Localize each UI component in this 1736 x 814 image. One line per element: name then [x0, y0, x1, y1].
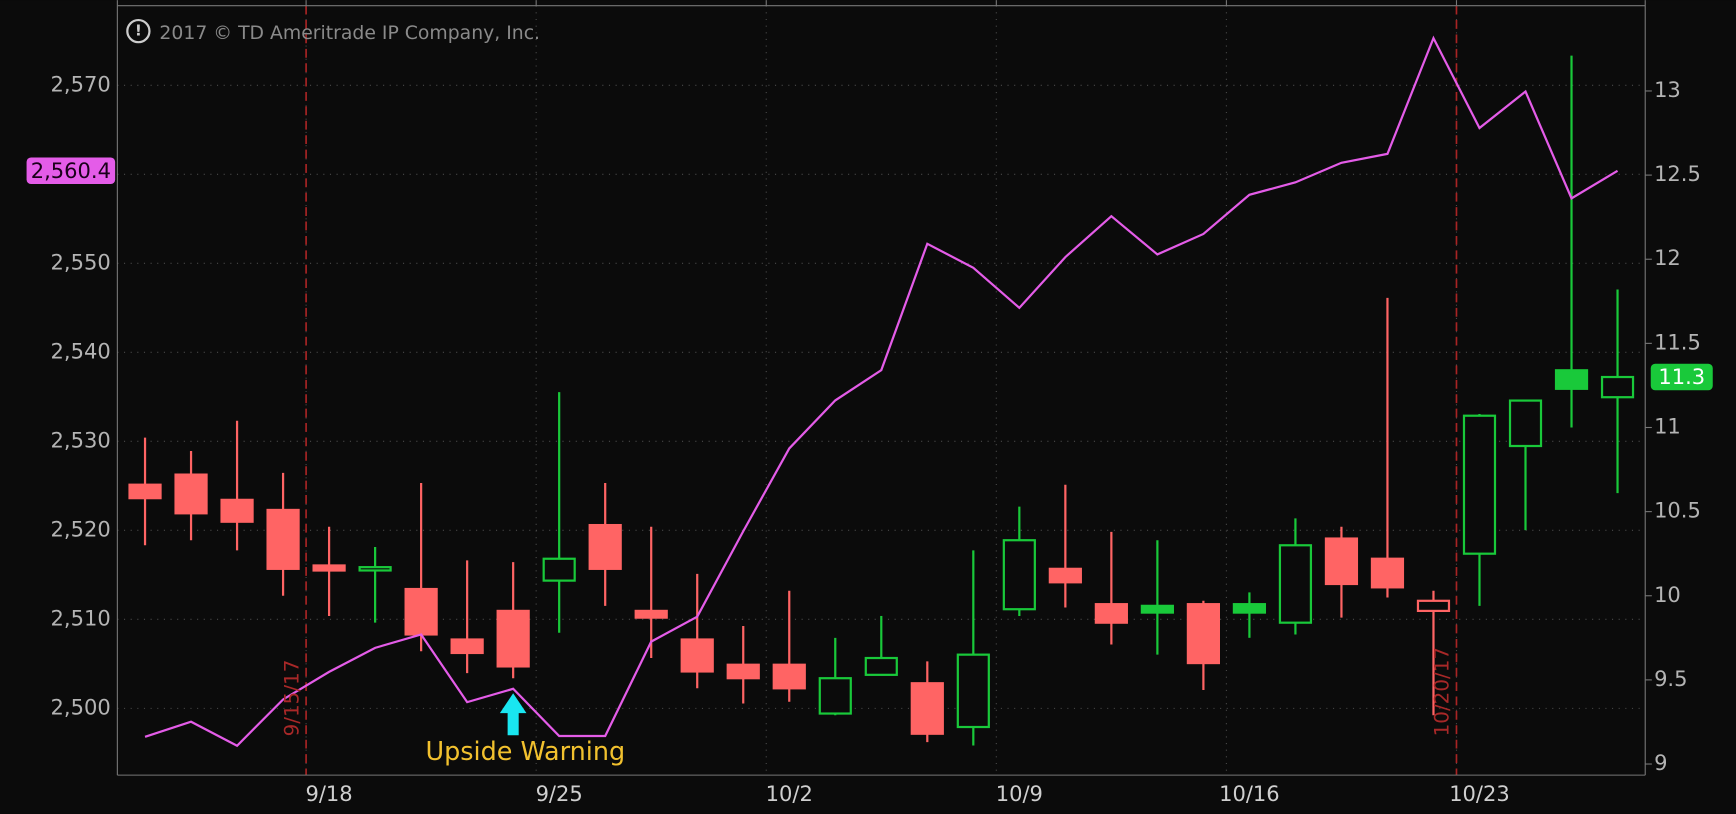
candle-body	[1324, 537, 1359, 586]
candle-body	[1462, 414, 1497, 555]
x-tick-label: 10/23	[1449, 781, 1510, 806]
candle-body	[266, 508, 300, 570]
candle-body	[1278, 544, 1313, 624]
y-tick-label: 2,550	[51, 249, 111, 274]
candle-body	[772, 663, 806, 690]
y2-tick-label: 9.5	[1654, 666, 1687, 691]
candle-body	[818, 677, 852, 715]
candle-body	[1232, 603, 1267, 614]
candle-body	[542, 557, 576, 582]
candle-body	[1094, 603, 1128, 624]
last-price-label: 11.3	[1658, 364, 1705, 389]
info-icon-mark: !	[135, 22, 142, 40]
labels: 2,5002,5102,5202,5302,5402,5502,5602,570…	[26, 71, 1713, 806]
y-tick-label: 2,500	[51, 694, 111, 719]
candle-body	[1554, 369, 1589, 390]
marks	[128, 35, 1635, 748]
last-price-label: 2,560.4	[31, 158, 111, 183]
y2-tick-label: 11.5	[1654, 329, 1701, 354]
x-tick-label: 10/2	[766, 781, 813, 806]
last-price-bubble	[1650, 363, 1713, 391]
y-tick-label: 2,520	[51, 516, 111, 541]
candle-body	[956, 653, 990, 729]
y2-tick-label: 13	[1654, 77, 1681, 102]
x-tick-label: 9/25	[536, 781, 583, 806]
signal-label: Upside Warning	[425, 737, 625, 767]
candle-body	[1002, 539, 1036, 611]
candle-body	[496, 609, 530, 668]
candle-body	[1508, 399, 1543, 448]
candle-body	[588, 523, 622, 570]
candle-body	[1048, 567, 1082, 584]
candle-body	[1370, 557, 1405, 589]
y2-tick-label: 11	[1654, 413, 1681, 438]
axes-frame	[116, 0, 1646, 776]
copyright: 2017 © TD Ameritrade IP Company, Inc.	[159, 23, 540, 44]
candle-body	[220, 498, 254, 523]
candle-body	[634, 609, 668, 619]
info-icon	[126, 18, 151, 44]
candle-body	[864, 656, 898, 676]
candle-body	[680, 638, 714, 673]
candle-body	[1600, 375, 1635, 399]
candle-body	[1186, 603, 1221, 665]
candle-body	[726, 663, 760, 680]
y2-tick-label: 12	[1654, 245, 1681, 270]
y2-tick-label: 10.5	[1654, 498, 1701, 523]
candle-body	[910, 682, 944, 735]
y-tick-label: 2,570	[51, 71, 111, 96]
y2-tick-label: 12.5	[1654, 161, 1701, 186]
event-label: 9/15/17	[280, 660, 303, 737]
y2-tick-label: 9	[1654, 750, 1667, 775]
y-tick-label: 2,510	[51, 605, 111, 630]
last-price-bubble	[26, 157, 116, 185]
candle-body	[312, 564, 346, 572]
signal-arrow	[499, 693, 527, 736]
y2-tick-label: 10	[1654, 582, 1681, 607]
y-tick-label: 2,540	[51, 338, 111, 363]
x-tick-label: 10/16	[1219, 781, 1280, 806]
price-line	[144, 35, 1619, 748]
x-tick-label: 9/18	[305, 781, 352, 806]
candle-body	[1140, 604, 1174, 614]
candle-body	[128, 483, 162, 500]
y-tick-label: 2,530	[51, 427, 111, 452]
event-label: 10/20/17	[1431, 647, 1454, 736]
x-tick-label: 10/9	[996, 781, 1043, 806]
candle-body	[174, 473, 208, 515]
candle-body	[358, 566, 392, 572]
candle-body	[404, 587, 438, 636]
candle-body	[450, 638, 484, 655]
candle-body	[1416, 599, 1451, 613]
